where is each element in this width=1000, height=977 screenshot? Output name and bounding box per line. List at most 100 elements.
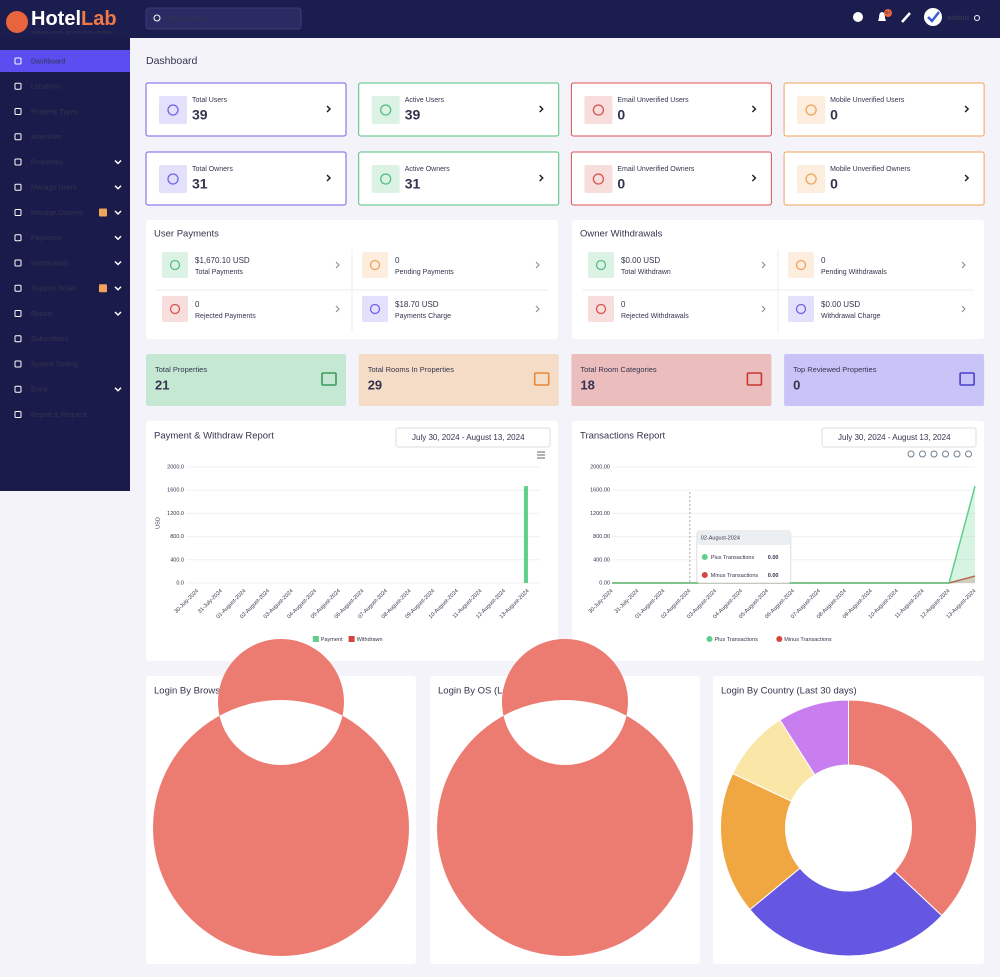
chart-panel [146,421,558,661]
tooltip-value: 0.00 [768,573,779,579]
submenu-chevron [114,159,122,165]
stat-icon-glyph [380,104,392,116]
user-name: admin [947,13,970,22]
legend-label[interactable]: Minus Transactions [784,637,832,643]
property-label: Total Rooms In Properties [368,365,455,374]
chart-menu[interactable] [537,451,545,459]
logo-icon [6,11,28,33]
item-label: Rejected Withdrawals [621,313,689,320]
property-card [571,354,772,406]
globe-icon[interactable] [853,12,863,22]
stat-label: Email Unverified Users [617,97,689,104]
stat-icon-glyph [805,173,817,185]
y-tick-label: 1200.0 [167,511,184,517]
tooltip-header [696,531,791,545]
user-menu[interactable] [974,15,980,21]
stat-card[interactable] [783,82,985,137]
date-range: July 30, 2024 - August 13, 2024 [838,433,951,442]
stat-card[interactable] [145,151,347,206]
stat-value: 0 [617,176,625,192]
item-icon[interactable] [162,296,188,322]
sidebar-item[interactable]: Report [31,311,52,318]
y-tick-label: 400.00 [593,557,610,563]
item-icon[interactable] [162,252,188,278]
y-tick-label: 2000.0 [167,464,184,470]
item-icon[interactable] [788,252,814,278]
item-label: Payments Charge [395,313,451,320]
search-box[interactable] [145,7,302,30]
sidebar-item[interactable]: Support Ticket [31,286,76,293]
stat-card[interactable] [145,82,347,137]
legend-marker [776,636,783,642]
item-value: $0.00 USD [821,300,860,309]
toolbar-icon[interactable] [907,450,915,458]
avatar[interactable] [924,8,942,26]
stat-card[interactable] [570,82,772,137]
stat-icon [797,96,826,124]
sidebar-item[interactable]: Property Types [31,109,78,116]
stat-icon-glyph [167,104,179,116]
notification-badge [884,9,892,17]
item-value: 0 [195,300,200,309]
sidebar-item[interactable]: Locations [31,84,61,91]
sidebar-item[interactable]: Withdrawals [31,260,70,267]
sidebar-item[interactable]: Report & Request [31,412,87,419]
stat-icon [371,165,400,193]
sidebar-item[interactable]: Subscribers [31,336,68,343]
property-card [784,354,985,406]
stat-arrow [539,105,544,113]
stat-icon [371,96,400,124]
bell-icon[interactable] [878,12,886,21]
stat-card[interactable] [570,151,772,206]
sidebar-item[interactable]: Manage Users [31,185,77,192]
item-arrow [761,305,766,313]
date-range-picker[interactable] [395,427,551,448]
stat-label: Email Unverified Owners [617,166,695,173]
item-icon[interactable] [362,252,388,278]
sidebar-item[interactable]: Dashboard [31,58,65,65]
item-label: Pending Withdrawals [821,269,887,276]
legend-label[interactable]: Withdrawn [357,637,383,643]
stat-card[interactable] [358,82,560,137]
stat-card[interactable] [358,151,560,206]
stat-value: 0 [830,176,838,192]
toolbar-icon[interactable] [965,450,972,458]
legend-label[interactable]: Payment [321,637,343,643]
property-card [146,354,346,406]
date-range-picker[interactable] [821,427,977,448]
sidebar-item[interactable]: Manage Owners [31,210,83,217]
bar [523,486,528,583]
legend-label[interactable]: Plus Transactions [715,637,759,643]
stat-card[interactable] [783,151,985,206]
sidebar-icon [14,411,22,418]
sidebar-item[interactable]: Amenities [31,134,62,141]
sidebar-item[interactable]: Properties [31,159,63,166]
property-label: Total Properties [155,365,207,374]
toolbar-icon[interactable] [953,450,961,458]
sidebar-item[interactable]: Extra [31,387,47,394]
toolbar-icon[interactable] [942,450,949,458]
sidebar-item[interactable]: System Setting [31,361,78,368]
search-placeholder: Search here... [167,14,214,23]
legend-marker [312,636,319,642]
submenu-chevron [114,286,122,291]
item-label: Total Withdrawn [621,269,671,276]
stat-arrow [326,174,332,182]
item-value: 0 [621,300,626,309]
tooltip-value: 0.00 [768,555,779,561]
property-label: Total Room Categories [580,365,657,374]
item-icon[interactable] [588,296,614,322]
settings-icon[interactable] [901,12,911,23]
item-icon[interactable] [362,296,388,322]
submenu-chevron [114,387,122,392]
toolbar-icon[interactable] [919,450,926,458]
item-icon-glyph [169,303,181,315]
item-icon[interactable] [588,252,614,278]
toolbar-icon[interactable] [930,450,938,458]
item-icon[interactable] [788,296,814,322]
sidebar-icon [14,82,22,90]
y-tick-label: 1200.00 [590,511,610,517]
sidebar-badge [99,284,107,293]
sidebar-icon [14,385,22,393]
sidebar-item[interactable]: Payments [31,235,63,242]
